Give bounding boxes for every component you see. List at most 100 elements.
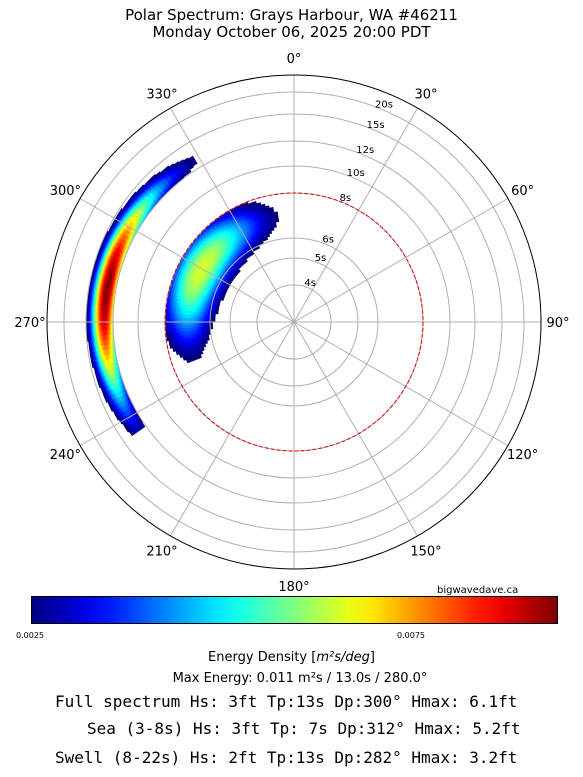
energy-cell	[86, 313, 89, 321]
energy-cell	[264, 205, 270, 210]
energy-cell	[120, 405, 125, 412]
energy-cell	[117, 237, 122, 244]
energy-cell	[122, 205, 129, 212]
energy-cell	[157, 187, 163, 194]
energy-cell	[192, 326, 196, 331]
energy-cell	[88, 340, 91, 347]
energy-cell	[169, 179, 175, 186]
energy-cell	[199, 314, 204, 319]
energy-cell	[128, 237, 133, 244]
energy-cell	[90, 271, 95, 278]
energy-cell	[132, 199, 139, 206]
energy-cell	[190, 159, 197, 165]
energy-cell	[202, 318, 206, 322]
energy-cell	[168, 178, 175, 185]
energy-cell	[132, 222, 137, 229]
energy-cell	[160, 177, 167, 184]
energy-cell	[124, 426, 130, 433]
energy-cell	[135, 213, 140, 220]
energy-cell	[172, 312, 176, 318]
energy-cell	[145, 197, 151, 203]
energy-cell	[167, 328, 171, 334]
energy-cell	[138, 203, 144, 210]
energy-cell	[126, 413, 132, 420]
energy-cell	[108, 227, 114, 234]
energy-cell	[127, 207, 132, 214]
energy-cell	[93, 260, 98, 268]
energy-cell	[114, 402, 119, 410]
energy-cell	[119, 238, 125, 245]
energy-cell	[92, 266, 96, 273]
energy-cell	[192, 314, 196, 319]
energy-cell	[139, 204, 145, 211]
energy-cell	[192, 323, 196, 328]
energy-cell	[95, 255, 99, 263]
energy-cell	[170, 180, 176, 186]
energy-cell	[212, 315, 216, 319]
energy-cell	[112, 234, 117, 241]
energy-cell	[139, 198, 145, 205]
energy-cell	[131, 210, 136, 217]
energy-cell	[147, 178, 154, 185]
energy-cell	[151, 201, 157, 208]
energy-cell	[170, 166, 177, 172]
energy-cell	[113, 229, 118, 236]
grid-spoke-120	[293, 321, 509, 446]
energy-cell	[129, 221, 135, 228]
energy-cell	[121, 216, 127, 223]
energy-cell	[128, 418, 133, 425]
energy-cell	[184, 160, 191, 166]
energy-cell	[141, 193, 148, 200]
energy-cell	[125, 207, 131, 214]
energy-cell	[89, 276, 93, 284]
energy-cell	[168, 171, 175, 177]
energy-cell	[202, 323, 206, 328]
energy-cell	[134, 201, 140, 207]
energy-cell	[185, 169, 191, 175]
energy-cell	[167, 184, 173, 191]
energy-cell	[116, 401, 122, 409]
energy-cell	[118, 214, 124, 221]
angle-label-90: 90°	[546, 316, 569, 331]
energy-cell	[128, 423, 134, 430]
energy-cell	[123, 398, 128, 405]
energy-cell	[124, 206, 130, 213]
energy-cell	[150, 195, 156, 201]
energy-cell	[173, 176, 179, 182]
energy-cell	[129, 417, 134, 424]
energy-cell	[136, 418, 142, 425]
energy-cell	[138, 190, 144, 197]
energy-cell	[112, 228, 117, 236]
energy-cell	[149, 187, 155, 193]
energy-cell	[139, 191, 145, 198]
energy-cell	[118, 226, 124, 233]
energy-cell	[130, 422, 136, 429]
energy-cell	[129, 423, 135, 430]
energy-cell	[135, 195, 142, 202]
energy-cell	[171, 167, 178, 173]
energy-cell	[133, 415, 138, 422]
energy-cell	[189, 157, 196, 163]
energy-cell	[125, 414, 131, 421]
energy-cell	[174, 316, 178, 322]
energy-cell	[162, 171, 168, 178]
energy-cell	[114, 408, 120, 415]
energy-cell	[182, 165, 189, 171]
energy-cell	[134, 193, 140, 201]
energy-cell	[152, 202, 158, 209]
energy-cell	[125, 240, 130, 247]
energy-cell	[160, 169, 167, 176]
energy-cell	[153, 176, 159, 183]
energy-cell	[168, 185, 174, 191]
energy-cell	[251, 201, 257, 206]
energy-cell	[179, 353, 184, 359]
energy-cell	[174, 324, 178, 329]
energy-cell	[152, 175, 158, 182]
energy-cell	[132, 415, 137, 422]
angle-label-150: 150°	[410, 545, 441, 560]
energy-cell	[140, 216, 145, 223]
energy-cell	[120, 416, 126, 424]
energy-cell	[187, 310, 191, 315]
energy-cell	[139, 422, 145, 429]
energy-cell	[182, 317, 186, 322]
